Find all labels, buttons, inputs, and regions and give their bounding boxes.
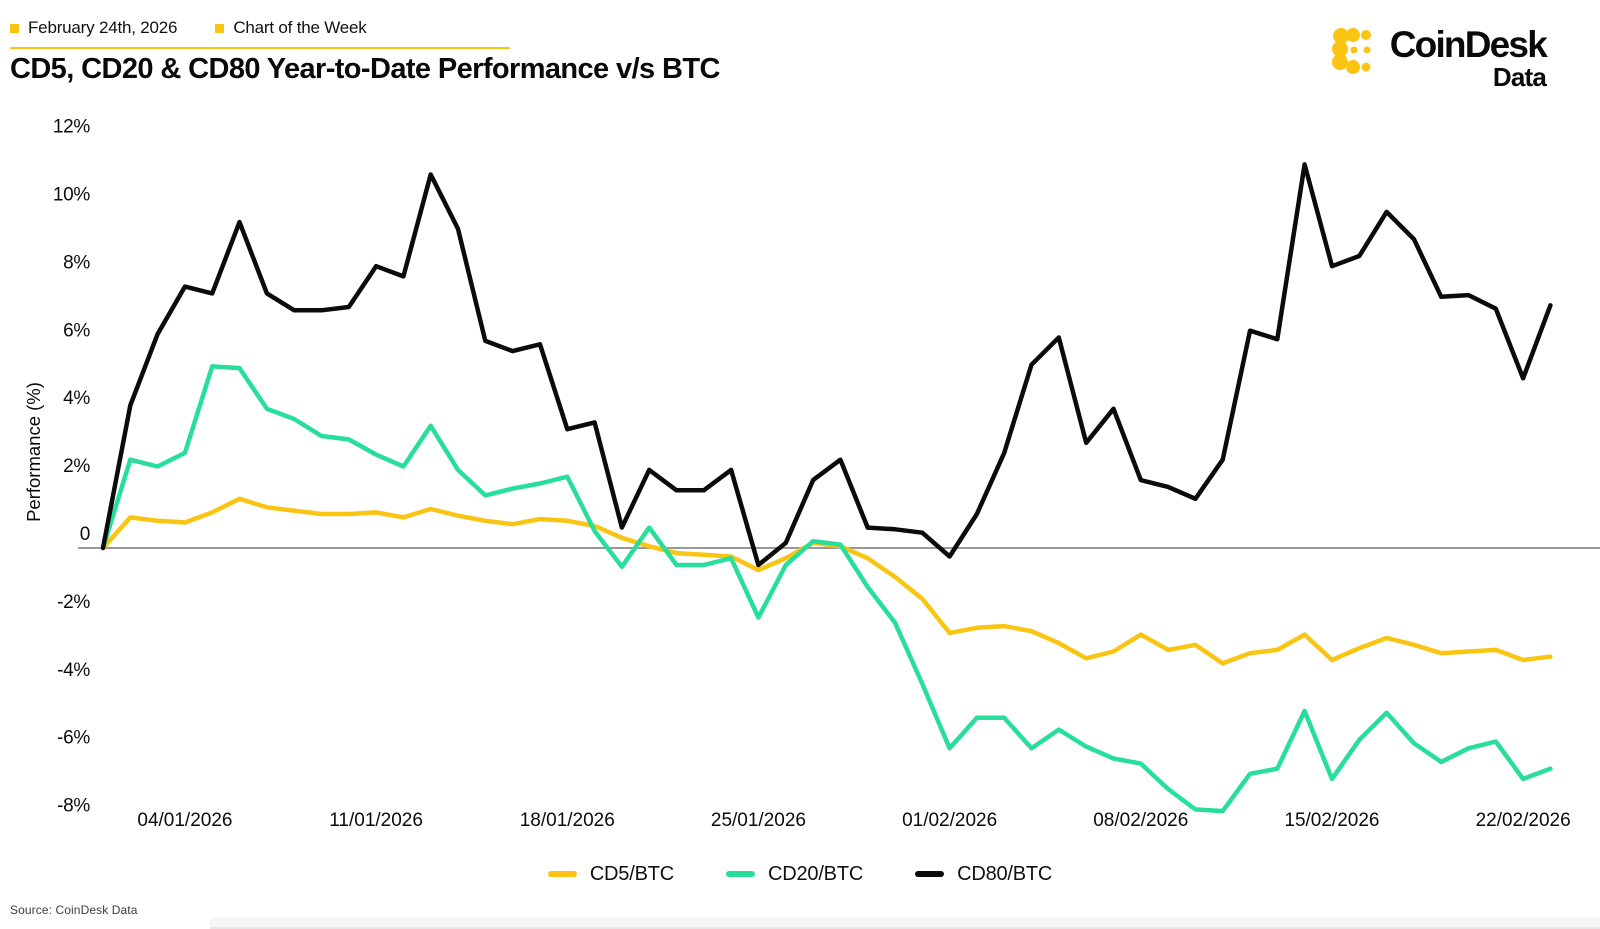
coindesk-data-logo: CoinDesk Data bbox=[1330, 24, 1548, 92]
logo-product-text: Data bbox=[1492, 62, 1547, 92]
x-tick-label: 15/02/2026 bbox=[1284, 810, 1379, 831]
yellow-square-icon bbox=[10, 23, 19, 33]
cd5-line-swatch bbox=[547, 871, 577, 877]
series-line-cd5 bbox=[100, 496, 1553, 666]
page-title: CD5, CD20 & CD80 Year-to-Date Performanc… bbox=[10, 53, 720, 85]
coindesk-logo-mark bbox=[1331, 28, 1371, 74]
legend-label-cd20: CD20/BTC bbox=[767, 862, 864, 885]
cd20-line-swatch bbox=[725, 871, 755, 877]
x-tick-label: 08/02/2026 bbox=[1093, 810, 1188, 831]
legend-label-cd80: CD80/BTC bbox=[957, 862, 1053, 885]
logo-brand-text: CoinDesk bbox=[1389, 24, 1548, 65]
y-axis-title: Performance (%) bbox=[23, 382, 44, 522]
y-tick-label: -4% bbox=[57, 660, 90, 681]
x-tick-label: 25/01/2026 bbox=[711, 810, 806, 831]
legend-label-cd5: CD5/BTC bbox=[589, 862, 674, 885]
y-tick-label: 10% bbox=[53, 185, 91, 206]
y-tick-label: -8% bbox=[57, 796, 90, 817]
y-tick-label: 8% bbox=[63, 252, 90, 273]
source-note: Source: CoinDesk Data bbox=[10, 903, 138, 917]
report-date-label: February 24th, 2026 bbox=[28, 18, 178, 37]
y-tick-label: -2% bbox=[57, 592, 90, 613]
legend-item-cd20: CD20/BTC bbox=[725, 862, 864, 886]
report-meta: February 24th, 2026 Chart of the Week bbox=[10, 18, 510, 49]
report-date: February 24th, 2026 bbox=[10, 18, 178, 38]
x-tick-label: 18/01/2026 bbox=[520, 810, 615, 831]
x-tick-label: 04/01/2026 bbox=[137, 810, 232, 831]
x-tick-label: 11/01/2026 bbox=[329, 810, 423, 831]
y-tick-label: 6% bbox=[63, 320, 90, 341]
yellow-square-icon bbox=[215, 23, 225, 33]
x-tick-label: 01/02/2026 bbox=[902, 810, 997, 831]
series-line-cd20 bbox=[100, 364, 1553, 814]
y-tick-label: 12% bbox=[53, 117, 91, 138]
legend-item-cd5: CD5/BTC bbox=[547, 862, 674, 886]
legend-item-cd80: CD80/BTC bbox=[915, 863, 1052, 886]
horizontal-scrollbar[interactable] bbox=[210, 918, 1600, 929]
chart-legend: CD5/BTC CD20/BTC CD80/BTC bbox=[0, 858, 1600, 890]
y-tick-label: 2% bbox=[63, 456, 90, 477]
series-line-cd80 bbox=[100, 162, 1553, 568]
y-tick-label: -6% bbox=[57, 728, 90, 749]
report-tag-label: Chart of the Week bbox=[233, 18, 367, 37]
x-tick-label: 22/02/2026 bbox=[1476, 810, 1571, 831]
cd80-line-swatch bbox=[915, 871, 945, 877]
y-tick-label: 4% bbox=[63, 388, 90, 409]
y-tick-label: 0 bbox=[80, 524, 90, 545]
report-tag: Chart of the Week bbox=[215, 18, 367, 38]
